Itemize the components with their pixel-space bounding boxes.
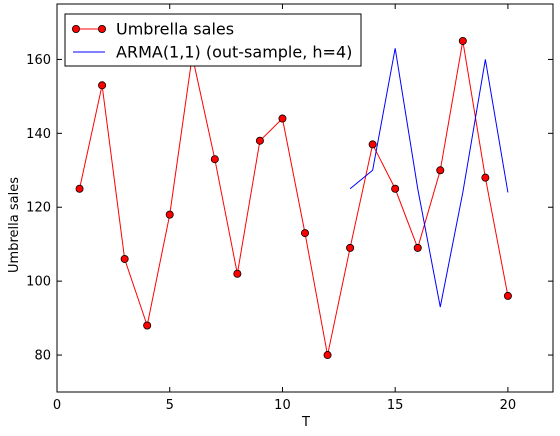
x-tick-label: 10 (274, 398, 291, 413)
y-tick-label: 140 (26, 127, 51, 142)
axes-frame (56, 3, 554, 393)
data-point (120, 254, 129, 263)
x-tick-label: 20 (500, 398, 517, 413)
legend-marker (72, 24, 81, 33)
data-point (75, 184, 84, 193)
data-point (346, 243, 355, 252)
data-point (233, 269, 242, 278)
data-point (255, 136, 264, 145)
y-axis-label: Umbrella sales (7, 177, 22, 273)
plot-area (56, 3, 554, 393)
data-point (165, 210, 174, 219)
x-axis-ticks: 0 5 10 15 20 (53, 4, 516, 413)
series-line-1 (79, 40, 509, 356)
legend-label-1: Umbrella sales (116, 20, 234, 39)
data-point (436, 166, 445, 175)
data-point (458, 36, 467, 45)
legend-box (64, 13, 362, 67)
data-point (278, 114, 287, 123)
series-group (75, 36, 512, 360)
data-point (143, 321, 152, 330)
data-point (503, 291, 512, 300)
data-point (300, 229, 309, 238)
x-tick-label: 15 (387, 398, 404, 413)
data-point (98, 81, 107, 90)
y-tick-label: 160 (26, 53, 51, 68)
x-tick-label: 0 (53, 398, 61, 413)
y-tick-label: 80 (34, 349, 51, 364)
x-axis-label: T (301, 415, 310, 430)
data-point (413, 243, 422, 252)
legend-label-2: ARMA(1,1) (out-sample, h=4) (116, 43, 352, 62)
data-point (481, 173, 490, 182)
data-point (391, 184, 400, 193)
y-tick-label: 100 (26, 275, 51, 290)
x-tick-label: 5 (166, 398, 174, 413)
y-tick-label: 120 (26, 201, 51, 216)
data-point (210, 155, 219, 164)
legend: Umbrella sales ARMA(1,1) (out-sample, h=4… (64, 13, 362, 67)
data-point (368, 140, 377, 149)
series-line-2 (349, 48, 509, 308)
y-axis-ticks: 80 100 120 140 160 (26, 53, 553, 364)
data-point (323, 351, 332, 360)
legend-marker (98, 24, 107, 33)
